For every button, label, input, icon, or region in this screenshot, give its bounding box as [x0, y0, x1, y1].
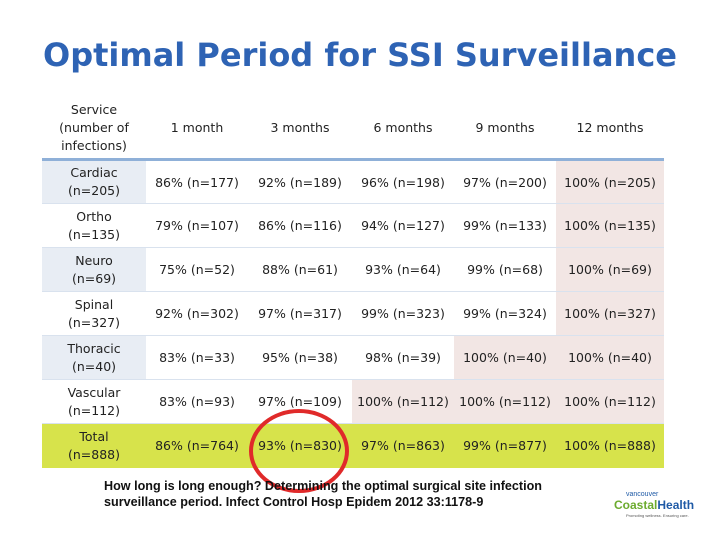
table-row-vascular: Vascular (n=112) 83% (n=93) 97% (n=109) 1…: [42, 379, 664, 424]
value-cell: 100% (n=205): [556, 159, 664, 204]
value-cell: 94% (n=127): [352, 203, 454, 248]
service-count: (n=327): [67, 314, 120, 330]
value-cell: 98% (n=39): [352, 335, 454, 380]
header-service-line: (number of: [59, 120, 129, 135]
header-period: 3 months: [248, 98, 352, 161]
table-row-ortho: Ortho (n=135) 79% (n=107) 86% (n=116) 94%…: [42, 203, 664, 248]
service-count: (n=40): [71, 358, 117, 374]
value-cell: 100% (n=69): [556, 247, 664, 292]
value-cell: 100% (n=40): [454, 335, 556, 380]
header-period: 9 months: [454, 98, 556, 161]
value-cell: 92% (n=302): [146, 291, 248, 336]
value-cell: 100% (n=327): [556, 291, 664, 336]
service-cell: Ortho (n=135): [42, 203, 146, 248]
header-period: 1 month: [146, 98, 248, 161]
service-name: Cardiac: [70, 165, 118, 180]
table-row-thoracic: Thoracic (n=40) 83% (n=33) 95% (n=38) 98%…: [42, 335, 664, 380]
service-name: Spinal: [74, 296, 114, 312]
table-row-cardiac: Cardiac (n=205) 86% (n=177) 92% (n=189) 9…: [42, 159, 664, 204]
ssi-period-table: Service (number of infections) 1 month 3…: [42, 98, 664, 468]
service-name: Thoracic: [67, 340, 121, 356]
service-count: (n=69): [71, 270, 117, 286]
value-cell: 100% (n=112): [556, 379, 664, 424]
service-cell: Thoracic (n=40): [42, 335, 146, 380]
value-cell: 97% (n=863): [352, 423, 454, 468]
service-name: Neuro: [75, 252, 113, 268]
value-cell: 99% (n=324): [454, 291, 556, 336]
service-cell: Neuro (n=69): [42, 247, 146, 292]
header-service-line: Service: [70, 102, 118, 117]
value-cell: 100% (n=135): [556, 203, 664, 248]
value-cell: 83% (n=93): [146, 379, 248, 424]
service-count: (n=112): [67, 402, 120, 418]
logo-line1: vancouver: [626, 491, 659, 498]
value-cell: 100% (n=40): [556, 335, 664, 380]
service-count: (n=135): [67, 226, 120, 242]
value-cell: 92% (n=189): [248, 159, 352, 204]
service-name: Ortho: [76, 208, 112, 224]
value-cell: 86% (n=177): [146, 159, 248, 204]
service-cell: Spinal (n=327): [42, 291, 146, 336]
logo-health: Health: [657, 498, 694, 512]
slide-title: Optimal Period for SSI Surveillance: [42, 36, 677, 74]
value-cell: 97% (n=317): [248, 291, 352, 336]
value-cell: 86% (n=116): [248, 203, 352, 248]
service-name: Total: [79, 428, 109, 444]
value-cell: 75% (n=52): [146, 247, 248, 292]
header-service: Service (number of infections): [42, 98, 146, 161]
header-service-line: infections): [61, 138, 127, 153]
service-name: Vascular: [67, 384, 121, 400]
service-cell: Total (n=888): [42, 423, 146, 468]
table-row-spinal: Spinal (n=327) 92% (n=302) 97% (n=317) 99…: [42, 291, 664, 336]
value-cell: 100% (n=888): [556, 423, 664, 468]
service-cell: Vascular (n=112): [42, 379, 146, 424]
value-cell: 79% (n=107): [146, 203, 248, 248]
value-cell: 86% (n=764): [146, 423, 248, 468]
value-cell: 97% (n=200): [454, 159, 556, 204]
value-cell: 88% (n=61): [248, 247, 352, 292]
value-cell: 96% (n=198): [352, 159, 454, 204]
value-cell: 100% (n=112): [454, 379, 556, 424]
value-cell: 99% (n=68): [454, 247, 556, 292]
service-count: (n=205): [67, 183, 120, 198]
value-cell: 100% (n=112): [352, 379, 454, 424]
value-cell: 83% (n=33): [146, 335, 248, 380]
header-row: Service (number of infections) 1 month 3…: [42, 98, 664, 161]
service-cell: Cardiac (n=205): [42, 159, 146, 204]
value-cell: 93% (n=64): [352, 247, 454, 292]
highlight-circle: [249, 409, 349, 493]
value-cell: 99% (n=133): [454, 203, 556, 248]
header-period: 12 months: [556, 98, 664, 161]
table-row-total: Total (n=888) 86% (n=764) 93% (n=830) 97%…: [42, 423, 664, 468]
citation: How long is long enough? Determining the…: [104, 478, 614, 510]
service-count: (n=888): [67, 446, 120, 462]
logo-coastal: Coastal: [614, 498, 657, 512]
logo-line2: CoastalHealth: [614, 498, 694, 512]
value-cell: 95% (n=38): [248, 335, 352, 380]
citation-line: How long is long enough? Determining the…: [104, 479, 543, 493]
citation-line: surveillance period. Infect Control Hosp…: [104, 495, 484, 509]
header-period: 6 months: [352, 98, 454, 161]
value-cell: 99% (n=323): [352, 291, 454, 336]
table-row-neuro: Neuro (n=69) 75% (n=52) 88% (n=61) 93% (n…: [42, 247, 664, 292]
logo-tagline: Promoting wellness. Ensuring care.: [626, 513, 689, 518]
vancouver-coastal-health-logo: vancouver CoastalHealth Promoting wellne…: [614, 491, 694, 518]
value-cell: 99% (n=877): [454, 423, 556, 468]
